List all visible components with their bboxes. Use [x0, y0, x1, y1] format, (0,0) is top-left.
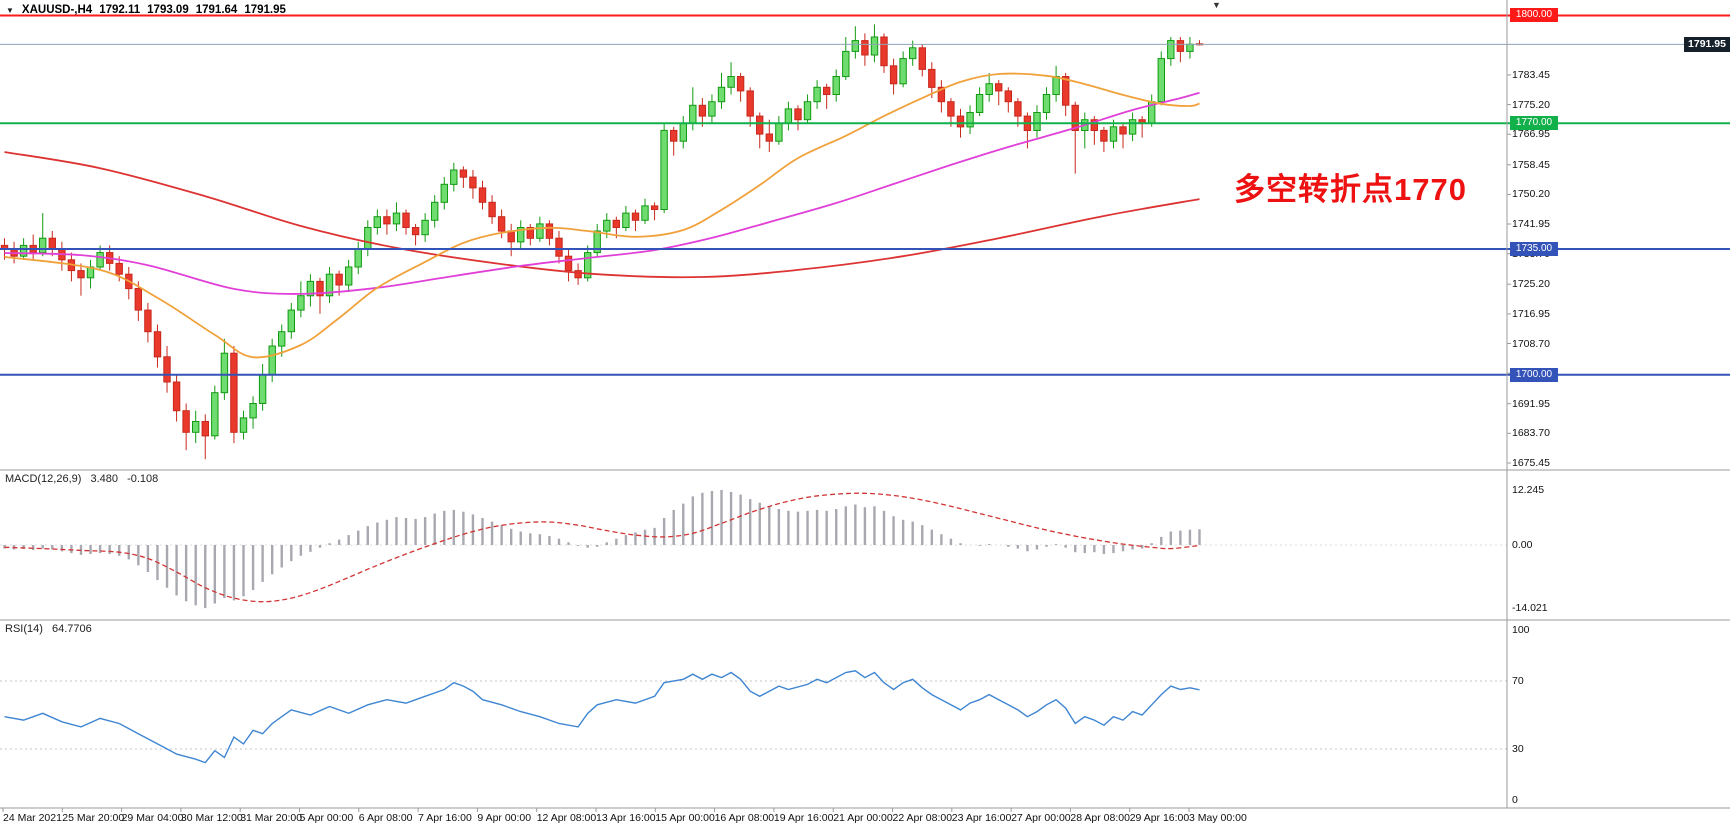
rsi-axis: 100 70 30 0 [1512, 0, 1582, 828]
price-scale-label: 1691.95 [1512, 397, 1550, 410]
ohlc-open: 1792.11 [99, 4, 141, 16]
time-axis-label: 12 Apr 08:00 [536, 812, 597, 824]
time-axis-label: 22 Apr 08:00 [892, 812, 953, 824]
price-scale-label: 1775.20 [1512, 98, 1550, 111]
macd-axis-label: 12.245 [1512, 483, 1545, 496]
ma-fast-orange [4, 72, 1200, 359]
price-scale-label: 1725.20 [1512, 278, 1550, 291]
macd-axis: 12.245 0.00 -14.021 [1512, 0, 1582, 828]
chart-title: ▼ XAUUSD-,H4 1792.11 1793.09 1791.64 179… [6, 4, 286, 16]
time-axis-label: 3 May 00:00 [1189, 812, 1247, 824]
price-scale-label: 1708.70 [1512, 337, 1550, 350]
rsi-value: 64.7706 [51, 623, 92, 635]
rsi-axis-label: 100 [1512, 624, 1530, 636]
ohlc-close: 1791.95 [244, 4, 286, 16]
price-line-badge: 1735.00 [1510, 242, 1558, 256]
chart-shift-marker[interactable]: ▼ [1212, 0, 1221, 10]
time-axis-label: 19 Apr 16:00 [773, 812, 834, 824]
ma-mid-magenta [4, 91, 1200, 295]
time-axis-label: 30 Mar 12:00 [180, 812, 243, 824]
price-line-badge: 1770.00 [1510, 116, 1558, 131]
time-axis-label: 13 Apr 16:00 [596, 812, 656, 824]
ma-slow-red [4, 151, 1200, 279]
symbol-timeframe-label: XAUUSD-,H4 [21, 4, 93, 16]
price-scale-label: 1716.95 [1512, 307, 1550, 320]
macd-axis-label: 0.00 [1512, 539, 1533, 551]
price-scale-label: 1683.70 [1512, 427, 1550, 440]
time-axis-label: 7 Apr 16:00 [418, 812, 472, 824]
time-axis-label: 27 Apr 00:00 [1011, 812, 1071, 824]
time-axis-label: 31 Mar 20:00 [240, 812, 303, 824]
time-axis-label: 16 Apr 08:00 [714, 812, 775, 824]
symbol-dropdown-icon[interactable]: ▼ [6, 5, 14, 15]
time-axis-label: 28 Apr 08:00 [1070, 812, 1130, 824]
time-axis-label: 29 Mar 04:00 [121, 812, 184, 824]
ohlc-high: 1793.09 [147, 4, 189, 16]
macd-label: MACD(12,26,9) 3.480 -0.108 [5, 473, 158, 485]
price-scale-label: 1750.20 [1512, 188, 1550, 201]
macd-name: MACD(12,26,9) [5, 473, 82, 485]
time-axis-label: 29 Apr 16:00 [1129, 812, 1190, 824]
price-scale-label: 1783.45 [1512, 68, 1550, 81]
time-axis-label: 21 Apr 00:00 [833, 812, 893, 824]
macd-main-value: 3.480 [90, 473, 119, 485]
rsi-axis-label: 70 [1512, 675, 1524, 687]
time-axis-label: 23 Apr 16:00 [951, 812, 1012, 824]
ohlc-low: 1791.64 [195, 4, 238, 16]
time-axis[interactable]: 24 Mar 2021 25 Mar 20:00 29 Mar 04:00 30 Ma… [0, 812, 1730, 828]
time-axis-label: 15 Apr 00:00 [655, 812, 715, 824]
macd-signal-value: -0.108 [127, 473, 159, 485]
price-line-badge: 1700.00 [1510, 367, 1558, 382]
time-axis-label: 6 Apr 08:00 [358, 812, 413, 824]
price-scale-label: 1766.95 [1512, 128, 1550, 141]
price-line-badge: 1800.00 [1510, 8, 1558, 23]
macd-axis-label: -14.021 [1512, 602, 1548, 615]
rsi-label: RSI(14) 64.7706 [5, 623, 92, 635]
time-axis-label: 9 Apr 00:00 [477, 812, 532, 824]
rsi-name: RSI(14) [5, 623, 43, 635]
time-axis-label: 25 Mar 20:00 [62, 812, 125, 824]
price-scale-label: 1741.95 [1512, 218, 1550, 231]
chart-annotation-text: 多空转折点1770 [1234, 172, 1467, 207]
time-axis-label: 24 Mar 2021 [3, 812, 62, 824]
price-scale-label: 1675.45 [1512, 456, 1550, 469]
bid-price-badge: 1791.95 [1684, 36, 1730, 52]
rsi-axis-label: 30 [1512, 743, 1524, 755]
rsi-axis-label: 0 [1512, 794, 1518, 806]
time-axis-label: 5 Apr 00:00 [299, 812, 354, 824]
price-scale-label: 1758.45 [1512, 158, 1550, 171]
